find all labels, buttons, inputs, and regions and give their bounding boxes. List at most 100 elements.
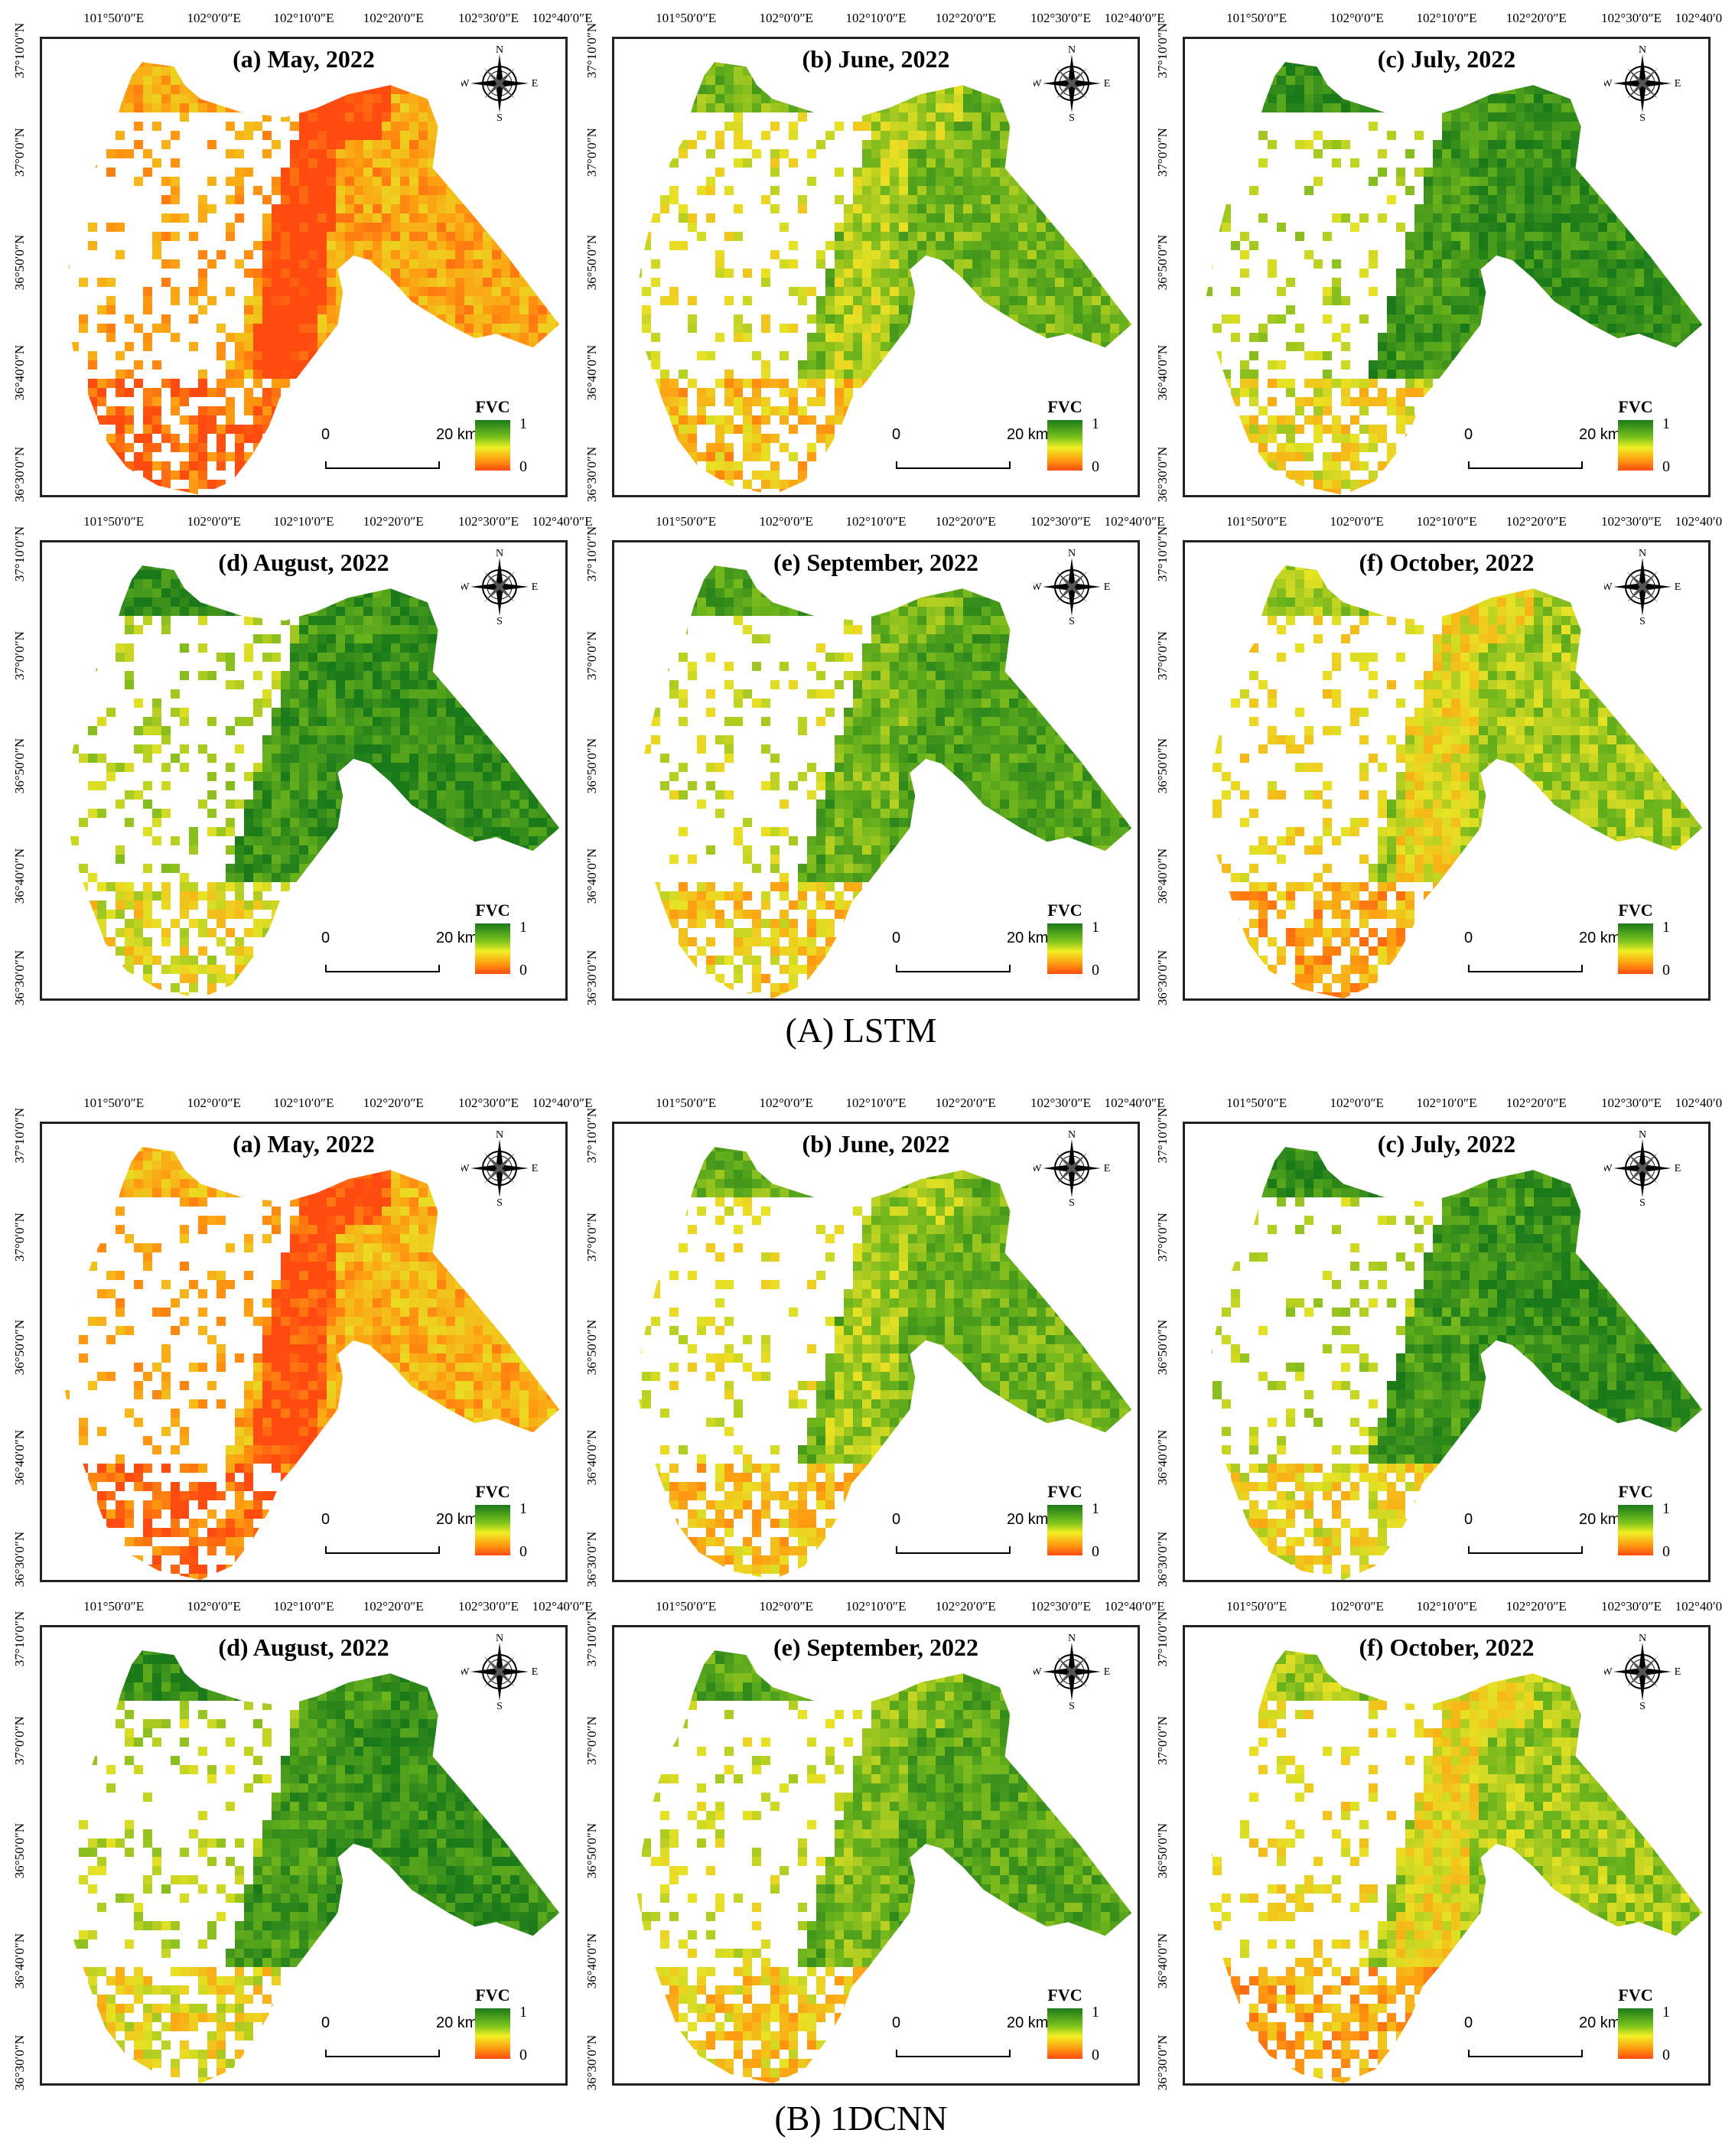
legend-low-label: 0 [1662, 458, 1670, 476]
scale-bar-line [896, 965, 1011, 972]
scale-distance-label: 20 km [1579, 2014, 1620, 2032]
compass-n-label: N [496, 45, 503, 56]
latitude-label: 36°30′0″N [584, 1532, 600, 1587]
longitude-label: 102°0′0″E [1330, 11, 1383, 26]
scale-bar: 0 20 km [321, 1511, 477, 1557]
latitude-label: 36°30′0″N [1155, 2035, 1170, 2090]
scale-zero-label: 0 [321, 1511, 330, 1529]
longitude-label: 102°0′0″E [187, 11, 240, 26]
longitude-label: 102°30′0″E [458, 11, 519, 26]
longitude-labels: 101°50′0″E 102°0′0″E 102°10′0″E 102°20′0″E 1… [612, 11, 1164, 34]
scale-zero-label: 0 [1464, 2014, 1473, 2032]
longitude-label: 102°30′0″E [458, 514, 519, 529]
panel-title: (c) July, 2022 [1185, 1130, 1708, 1158]
latitude-label: 36°40′0″N [12, 1430, 28, 1485]
longitude-label: 102°0′0″E [759, 11, 812, 26]
longitude-label: 102°40′0″E [1675, 514, 1722, 529]
scale-bar-line [896, 1546, 1011, 1554]
legend-high-label: 1 [519, 1500, 527, 1518]
longitude-label: 101°50′0″E [83, 11, 144, 26]
compass-s-label: S [1069, 616, 1075, 625]
scale-bar: 0 20 km [892, 2014, 1048, 2060]
compass-s-label: S [1069, 1701, 1075, 1710]
panel-title: (d) August, 2022 [42, 549, 565, 577]
legend-title: FVC [1038, 901, 1092, 920]
legend-high-label: 1 [519, 2004, 527, 2021]
compass-s-label: S [496, 1197, 503, 1207]
longitude-labels: 101°50′0″E 102°0′0″E 102°10′0″E 102°20′0″E 1… [40, 1599, 592, 1622]
longitude-label: 102°40′0″E [532, 514, 593, 529]
compass-s-label: S [1069, 112, 1075, 122]
panel-title: (b) June, 2022 [614, 1130, 1138, 1158]
compass-s-label: S [1069, 1197, 1075, 1207]
compass-e-label: E [1675, 78, 1681, 90]
section-caption: (A) LSTM [0, 1010, 1722, 1050]
fvc-map [635, 62, 1132, 495]
longitude-label: 102°10′0″E [274, 514, 334, 529]
legend-high-label: 1 [1662, 2004, 1670, 2021]
compass-e-label: E [1104, 78, 1110, 90]
latitude-label: 36°40′0″N [584, 1430, 600, 1485]
fvc-map [1206, 1147, 1703, 1580]
scale-distance-label: 20 km [1579, 1511, 1620, 1529]
compass-w-label: W [461, 78, 470, 90]
scale-zero-label: 0 [321, 2014, 330, 2032]
legend-title: FVC [466, 397, 519, 417]
compass-e-label: E [1104, 581, 1110, 593]
longitude-label: 102°20′0″E [363, 1599, 424, 1614]
map-panel: 101°50′0″E 102°0′0″E 102°10′0″E 102°20′0″E 1… [1144, 510, 1722, 1008]
latitude-label: 36°50′0″N [584, 1823, 600, 1878]
latitude-labels: 37°10′0″N 37°0′0″N 36°50′0″N 36°40′0″N 36°30… [12, 1611, 35, 2090]
longitude-label: 102°0′0″E [187, 1599, 240, 1614]
map-panel: 101°50′0″E 102°0′0″E 102°10′0″E 102°20′0″E 1… [1144, 1091, 1722, 1590]
longitude-labels: 101°50′0″E 102°0′0″E 102°10′0″E 102°20′0″E 1… [40, 514, 592, 537]
compass-e-label: E [1675, 1666, 1681, 1678]
legend-high-label: 1 [1662, 415, 1670, 433]
longitude-labels: 101°50′0″E 102°0′0″E 102°10′0″E 102°20′0″E 1… [612, 1599, 1164, 1622]
latitude-label: 37°0′0″N [12, 1716, 28, 1765]
north-arrow-icon: N S E W [461, 1130, 538, 1207]
north-arrow-icon: N S E W [1034, 45, 1110, 122]
longitude-labels: 101°50′0″E 102°0′0″E 102°10′0″E 102°20′0″E 1… [1183, 514, 1722, 537]
fvc-legend: FVC 1 0 [1038, 1985, 1122, 2070]
longitude-label: 102°0′0″E [1330, 514, 1383, 529]
scale-bar: 0 20 km [1464, 426, 1620, 472]
longitude-label: 102°40′0″E [1105, 11, 1165, 26]
legend-high-label: 1 [1092, 415, 1099, 433]
north-arrow-icon: N S E W [1604, 45, 1681, 122]
longitude-label: 102°20′0″E [363, 514, 424, 529]
compass-e-label: E [532, 1666, 538, 1678]
compass-n-label: N [1639, 1130, 1646, 1141]
legend-color-ramp [1047, 1505, 1082, 1555]
scale-bar-line [1468, 965, 1583, 972]
section-caption: (B) 1DCNN [0, 2098, 1722, 2138]
latitude-label: 37°10′0″N [1155, 1108, 1170, 1163]
compass-n-label: N [1068, 549, 1076, 559]
latitude-label: 36°50′0″N [12, 1823, 28, 1878]
fvc-legend: FVC 1 0 [1609, 1985, 1693, 2070]
scale-distance-label: 20 km [436, 2014, 477, 2032]
scale-bar-line [325, 461, 440, 469]
compass-n-label: N [496, 1633, 503, 1644]
longitude-label: 102°30′0″E [1601, 11, 1662, 26]
longitude-label: 102°20′0″E [936, 514, 996, 529]
fvc-map [63, 62, 560, 495]
scale-distance-label: 20 km [1579, 930, 1620, 947]
longitude-label: 102°10′0″E [1417, 11, 1477, 26]
longitude-label: 102°30′0″E [1601, 1599, 1662, 1614]
compass-n-label: N [1639, 45, 1646, 56]
legend-title: FVC [466, 901, 519, 920]
fvc-map [635, 1650, 1132, 2083]
compass-n-label: N [496, 1130, 503, 1141]
latitude-label: 36°50′0″N [584, 1320, 600, 1375]
scale-zero-label: 0 [321, 930, 330, 947]
legend-color-ramp [1047, 923, 1082, 974]
scale-distance-label: 20 km [436, 1511, 477, 1529]
compass-s-label: S [496, 616, 503, 625]
legend-color-ramp [475, 420, 510, 471]
legend-low-label: 0 [1092, 1543, 1099, 1561]
